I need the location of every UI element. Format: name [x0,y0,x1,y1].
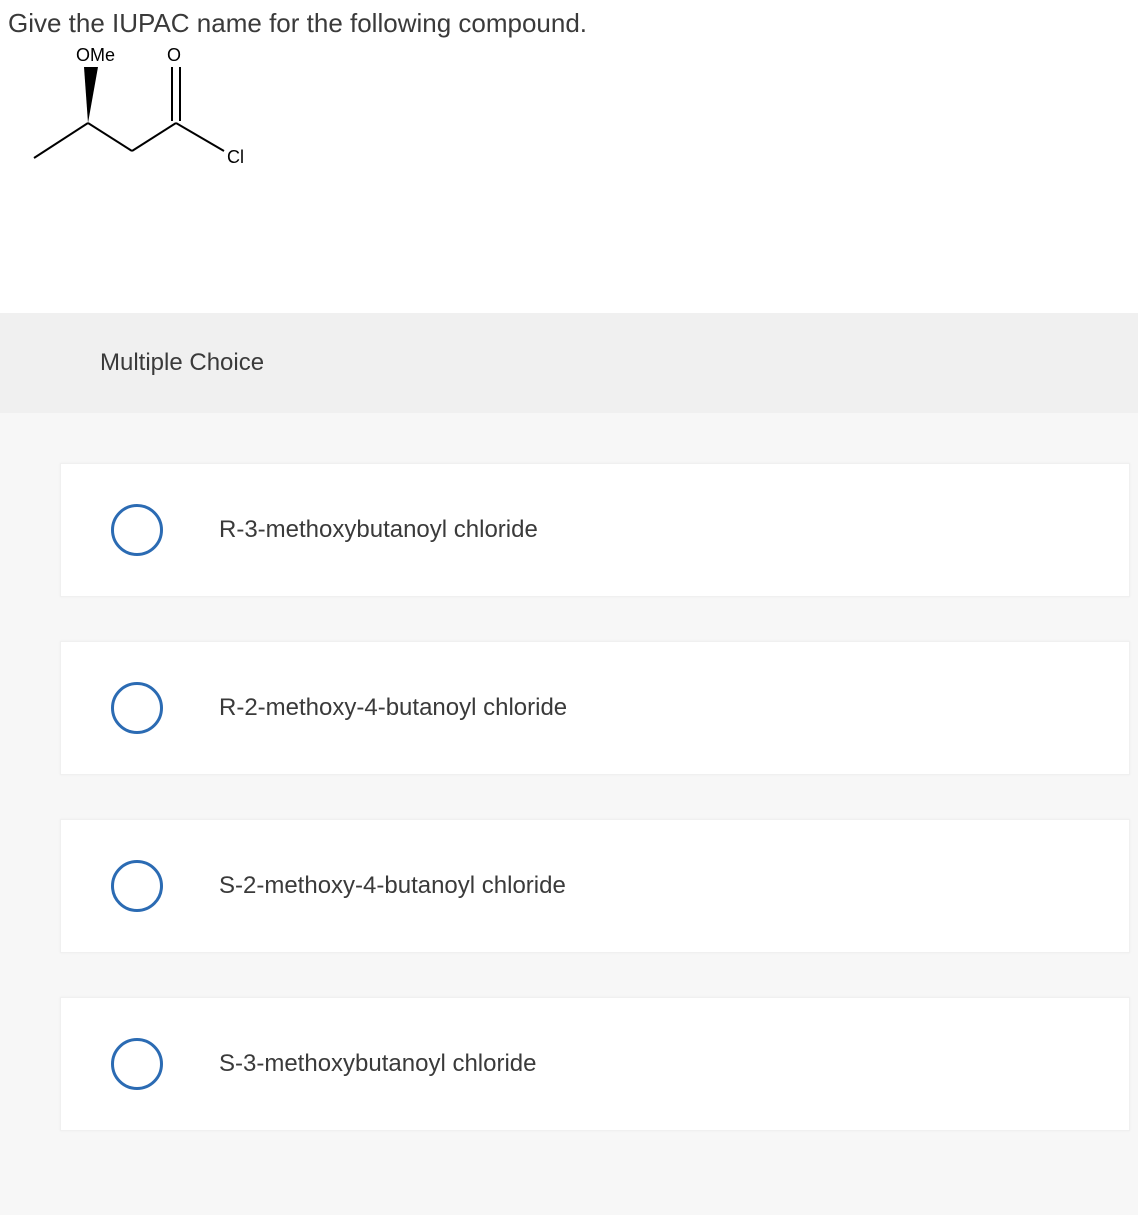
radio-button[interactable] [111,504,163,556]
choice-label: R-2-methoxy-4-butanoyl chloride [219,694,567,722]
bond [176,123,224,151]
radio-button[interactable] [111,860,163,912]
choice-label: S-3-methoxybutanoyl chloride [219,1050,537,1078]
choices-list: R-3-methoxybutanoyl chloride R-2-methoxy… [0,413,1138,1131]
bond [132,123,176,151]
radio-button[interactable] [111,1038,163,1090]
structure-svg: OMe O Cl [26,43,256,183]
multiple-choice-block: Multiple Choice R-3-methoxybutanoyl chlo… [0,313,1138,1215]
radio-button[interactable] [111,682,163,734]
chemical-structure: OMe O Cl [26,43,1130,183]
label-ome: OMe [76,45,115,65]
choice-label: R-3-methoxybutanoyl chloride [219,516,538,544]
choice-option[interactable]: S-2-methoxy-4-butanoyl chloride [60,819,1130,953]
question-prompt: Give the IUPAC name for the following co… [8,8,1130,39]
question-area: Give the IUPAC name for the following co… [0,0,1138,203]
multiple-choice-header: Multiple Choice [0,313,1138,413]
bond [34,123,88,158]
choice-label: S-2-methoxy-4-butanoyl chloride [219,872,566,900]
label-cl: Cl [227,147,244,167]
choice-option[interactable]: R-2-methoxy-4-butanoyl chloride [60,641,1130,775]
label-oxygen: O [167,45,181,65]
choice-option[interactable]: R-3-methoxybutanoyl chloride [60,463,1130,597]
wedge-bond [84,67,98,123]
bond [88,123,132,151]
choice-option[interactable]: S-3-methoxybutanoyl chloride [60,997,1130,1131]
